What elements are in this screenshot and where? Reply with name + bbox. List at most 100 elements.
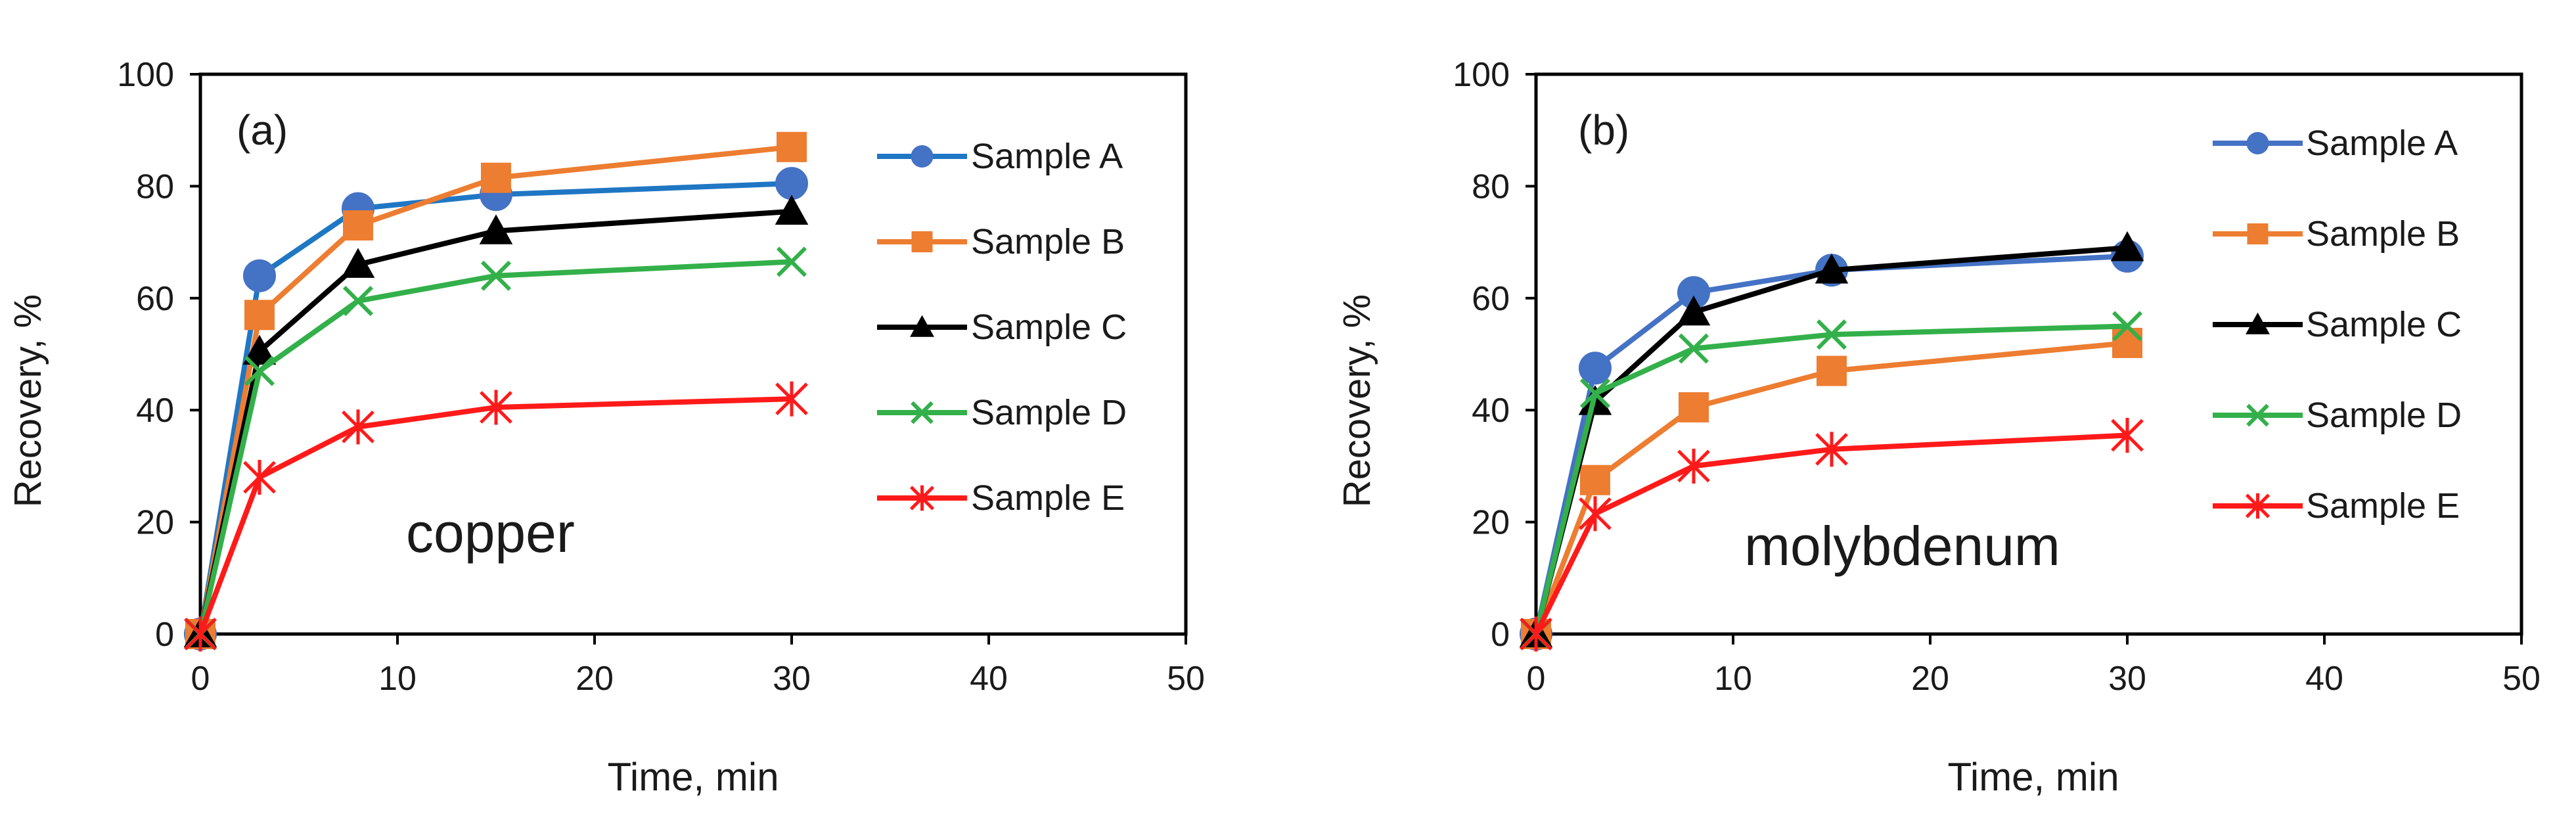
data-point (2112, 311, 2143, 342)
marker-triangle (910, 315, 934, 337)
series-sample-e (1520, 417, 2144, 652)
marker-square (1679, 392, 1709, 422)
y-tick-label: 40 (1472, 392, 1510, 430)
y-tick-label: 60 (136, 280, 174, 318)
data-point (1817, 355, 1847, 386)
marker-x-stroke (2246, 403, 2269, 427)
data-point (341, 248, 375, 278)
x-axis: 0 10 20 30 40 50 (1527, 634, 2541, 698)
x-tick-label: 10 (378, 660, 417, 698)
y-tick-label: 20 (1472, 504, 1510, 542)
y-axis: 0 20 40 60 80 100 (117, 56, 200, 654)
x-tick-label: 10 (1714, 660, 1752, 698)
series-sample-b (185, 131, 807, 649)
y-axis: 0 20 40 60 80 100 (1453, 56, 1536, 654)
data-point (775, 167, 808, 200)
marker-x-stroke (1678, 333, 1709, 364)
marker-triangle (1677, 295, 1711, 326)
marker-circle (2246, 132, 2269, 154)
x-tick-label: 30 (2108, 660, 2146, 698)
x-tick-label: 20 (576, 660, 614, 698)
data-point (342, 286, 374, 317)
y-tick-label: 20 (136, 504, 174, 542)
data-point (479, 214, 513, 244)
data-point (775, 381, 808, 417)
marker-circle (243, 259, 276, 292)
marker-circle (775, 167, 808, 200)
legend-marker (2246, 312, 2270, 334)
data-point (480, 260, 512, 291)
legend-item: Sample B (877, 222, 1125, 261)
data-point (1579, 496, 1612, 532)
y-tick-label: 40 (136, 392, 174, 430)
metal-annotation: copper (406, 502, 575, 564)
legend-marker (909, 485, 935, 511)
data-point (2112, 327, 2142, 358)
legend-item: Sample E (877, 478, 1125, 518)
panel-b: Recovery, % Time, min (b) molybdenum 0 20… (1336, 56, 2541, 799)
x-axis-label: Time, min (607, 755, 779, 799)
marker-triangle (1815, 253, 1849, 284)
x-tick-label: 30 (773, 660, 811, 698)
data-point (776, 246, 807, 277)
data-point (1579, 352, 1612, 385)
legend-item: Sample B (2213, 214, 2460, 254)
data-point (2110, 231, 2144, 261)
data-point (481, 162, 511, 193)
legend-label: Sample A (2306, 124, 2458, 163)
data-point (1816, 319, 1847, 350)
legend-item: Sample C (2213, 305, 2462, 344)
marker-x-stroke (2112, 311, 2143, 342)
marker-circle (911, 145, 934, 168)
marker-x-stroke (776, 246, 807, 277)
x-tick-label: 0 (1527, 660, 1546, 698)
y-tick-label: 100 (1453, 56, 1510, 94)
x-tick-label: 0 (191, 660, 210, 698)
legend-marker (2245, 493, 2271, 519)
marker-x-stroke (480, 260, 512, 291)
data-point (1815, 253, 1849, 284)
marker-x-stroke (911, 401, 934, 424)
y-axis-label: Recovery, % (7, 294, 49, 507)
data-point (244, 300, 275, 330)
legend-marker (911, 401, 934, 424)
marker-circle (1579, 352, 1612, 385)
panel-label: (a) (237, 106, 288, 154)
x-tick-label: 50 (1167, 660, 1205, 698)
marker-square (2247, 223, 2269, 244)
legend-label: Sample C (971, 307, 1127, 347)
marker-x-stroke (342, 286, 374, 317)
x-tick-label: 20 (1911, 660, 1949, 698)
panel-label: (b) (1578, 106, 1629, 154)
legend-label: Sample B (971, 222, 1125, 261)
legend-label: Sample E (2306, 486, 2460, 526)
marker-square (244, 300, 275, 330)
x-tick-label: 50 (2502, 660, 2541, 698)
legend-label: Sample D (2306, 396, 2462, 435)
data-point (1677, 448, 1710, 484)
data-point (243, 459, 276, 495)
data-point (1677, 295, 1711, 326)
y-tick-label: 80 (1472, 168, 1510, 206)
marker-triangle (2246, 312, 2270, 334)
data-point (243, 259, 276, 292)
marker-x-stroke (1579, 378, 1611, 409)
y-tick-label: 60 (1472, 280, 1510, 318)
data-point (1520, 616, 1552, 652)
legend-marker (911, 231, 933, 252)
marker-triangle (479, 214, 513, 244)
marker-triangle (2110, 231, 2144, 261)
x-axis-label: Time, min (1947, 755, 2119, 799)
marker-square (911, 231, 933, 252)
marker-square (1580, 465, 1610, 495)
data-point (2111, 417, 2144, 453)
data-point (244, 355, 275, 386)
data-point (184, 616, 217, 652)
legend-label: Sample E (971, 478, 1125, 518)
y-tick-label: 0 (1491, 616, 1510, 654)
marker-square (777, 131, 807, 162)
legend-item: Sample A (2213, 124, 2458, 163)
legend-label: Sample C (2306, 305, 2462, 344)
